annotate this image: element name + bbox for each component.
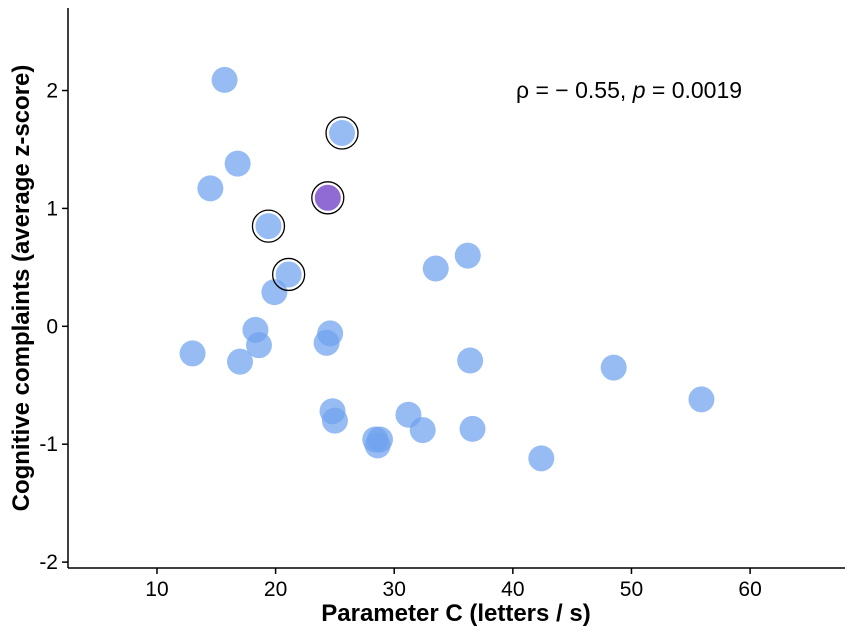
data-point (255, 213, 282, 240)
data-point (600, 354, 627, 381)
rho-symbol: ρ (516, 77, 529, 103)
data-point (459, 415, 486, 442)
y-tick-label: 1 (46, 197, 58, 220)
data-point (409, 417, 436, 444)
data-point (364, 432, 391, 459)
data-point (224, 150, 251, 177)
data-point (314, 184, 341, 211)
x-tick-label: 20 (264, 578, 287, 601)
data-point (528, 445, 555, 472)
x-tick-label: 10 (145, 578, 168, 601)
points-layer (179, 66, 715, 472)
x-tick-label: 50 (620, 578, 643, 601)
x-tick-label: 60 (738, 578, 761, 601)
p-symbol: p (632, 77, 646, 103)
data-point (457, 347, 484, 374)
data-point (313, 329, 340, 356)
y-tick-label: -2 (39, 551, 58, 574)
highlight-ring (271, 257, 306, 292)
p-value: = 0.0019 (645, 77, 742, 103)
data-point (275, 261, 302, 288)
correlation-annotation: ρ = − 0.55, p = 0.0019 (516, 77, 742, 103)
data-point (422, 255, 449, 282)
y-tick-label: 0 (46, 315, 58, 338)
data-point (329, 119, 356, 146)
x-tick-label: 30 (383, 578, 406, 601)
highlight-ring (325, 116, 359, 150)
data-point (227, 348, 254, 375)
x-axis-title: Parameter C (letters / s) (321, 600, 590, 627)
y-tick-label: 2 (46, 80, 58, 103)
data-point (179, 340, 206, 367)
y-axis-title: Cognitive complaints (average z-score) (8, 65, 35, 512)
highlight-ring (311, 181, 345, 215)
data-point (245, 332, 272, 359)
ticks-layer: 10 20 30 40 50 60 -2 -1 0 1 2 (39, 80, 761, 601)
data-point (688, 386, 715, 413)
highlight-ring (251, 209, 286, 243)
data-point (261, 279, 288, 306)
data-point (197, 175, 224, 202)
y-tick-label: -1 (39, 433, 58, 456)
axes-layer (67, 8, 845, 569)
data-point (211, 66, 238, 93)
x-tick-label: 40 (501, 578, 524, 601)
rho-value: = − 0.55, (529, 77, 633, 103)
data-point (454, 242, 481, 269)
data-point (321, 407, 348, 434)
